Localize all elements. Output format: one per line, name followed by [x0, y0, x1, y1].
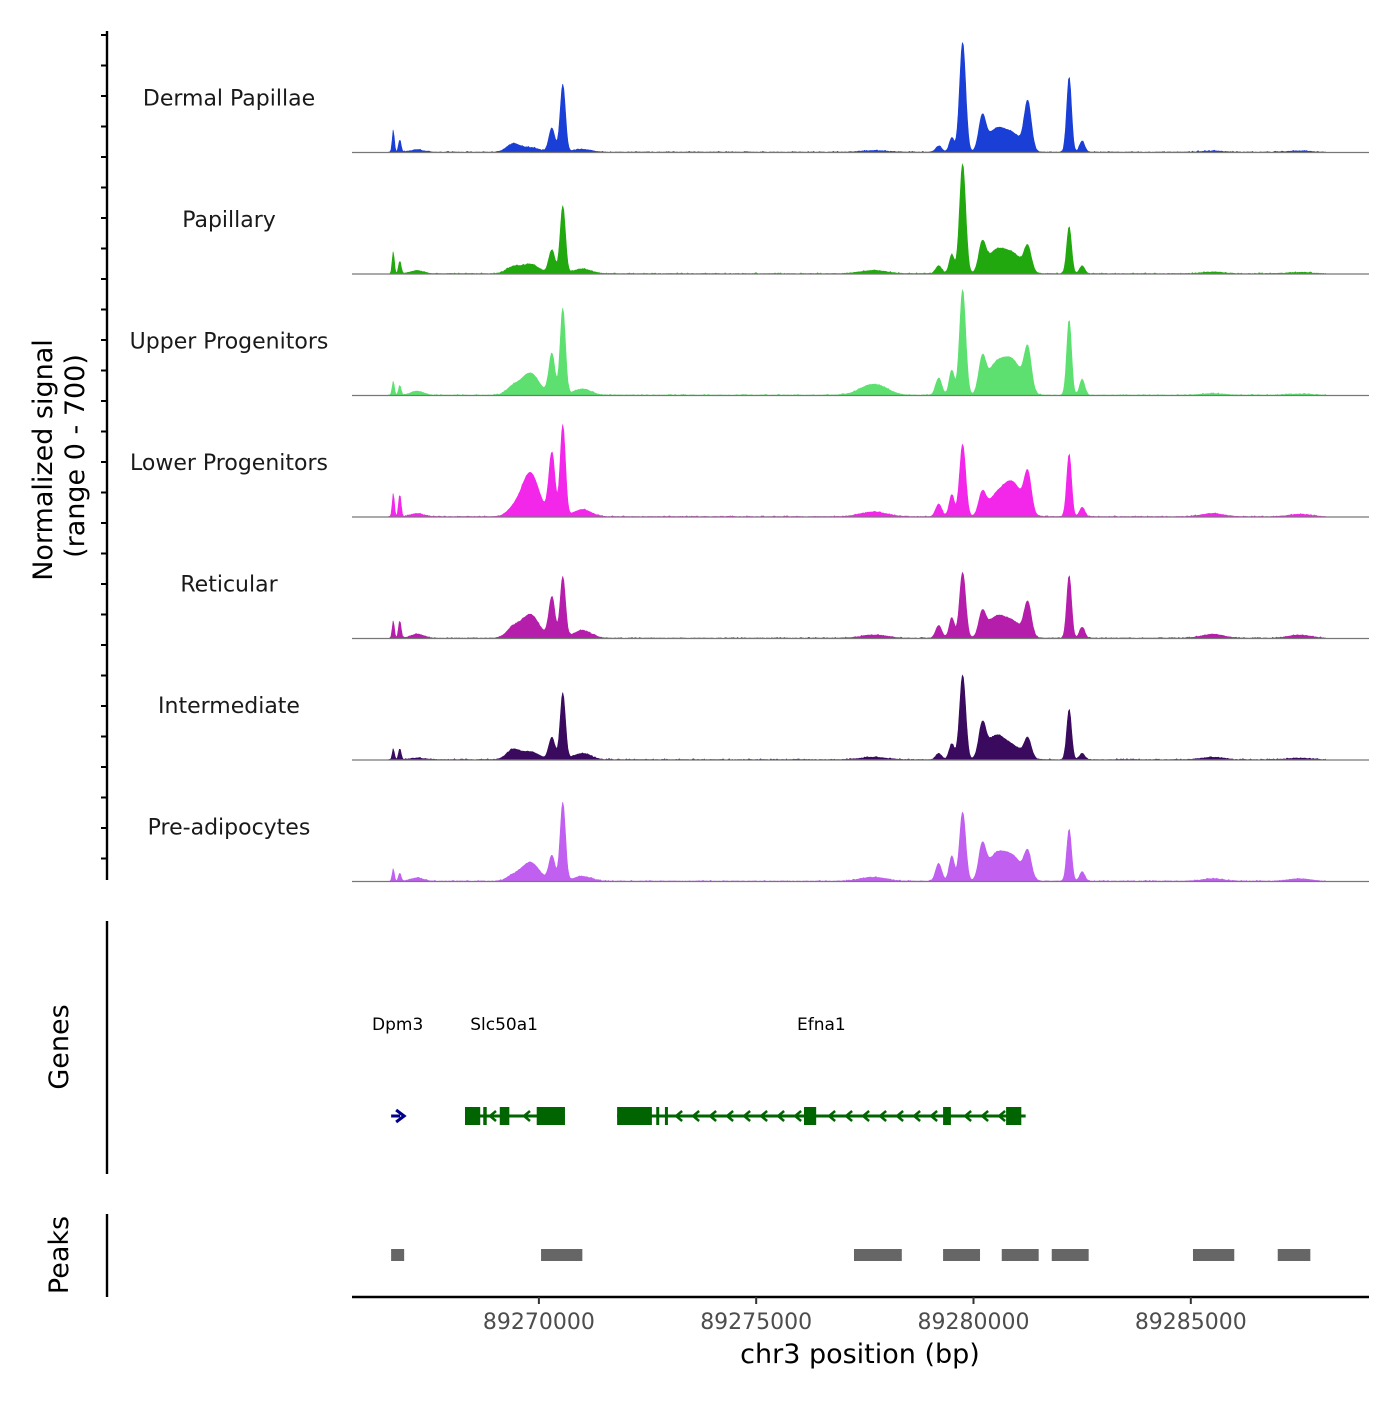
strand-arrow [997, 1110, 1006, 1122]
strand-arrow [895, 1110, 904, 1122]
track-intermediate: Intermediate [158, 674, 1369, 761]
gene-label: Dpm3 [372, 1015, 423, 1035]
strand-arrow [488, 1110, 497, 1122]
coverage-area-papillary [388, 163, 1326, 275]
track-lower-progenitors: Lower Progenitors [130, 424, 1369, 518]
gene-exon [536, 1107, 565, 1125]
strand-arrow [708, 1110, 717, 1122]
strand-arrow [725, 1110, 734, 1122]
strand-arrow [691, 1110, 700, 1122]
strand-arrow [963, 1110, 972, 1122]
peak-region [943, 1249, 981, 1261]
strand-arrow [742, 1110, 751, 1122]
gene-exon [804, 1107, 817, 1125]
peaks-axis-title: Peaks [44, 1216, 75, 1294]
coverage-area-pre-adipocytes [388, 802, 1326, 882]
coverage-tracks: Dermal Papillae Papillary Upper Progenitor… [130, 42, 1369, 883]
gene-track: Dpm3 Slc50a1 Efna1 [372, 1015, 1026, 1125]
gene-exon [664, 1107, 668, 1125]
strand-arrow [674, 1110, 683, 1122]
gene-exon [465, 1107, 481, 1125]
strand-arrow [878, 1110, 887, 1122]
track-label: Intermediate [158, 694, 300, 719]
gene-exon [943, 1107, 951, 1125]
x-axis-ticks: 89270000 89275000 89280000 89285000 [483, 1297, 1247, 1335]
track-papillary: Papillary [182, 163, 1369, 275]
x-tick-label: 89285000 [1135, 1310, 1247, 1335]
x-tick-label: 89270000 [483, 1310, 595, 1335]
strand-arrow [793, 1110, 802, 1122]
gene-exon [483, 1107, 487, 1125]
track-label: Lower Progenitors [130, 451, 328, 476]
strand-arrow [395, 1108, 407, 1124]
strand-arrow [912, 1110, 921, 1122]
strand-arrow [980, 1110, 989, 1122]
coverage-area-upper-progenitors [388, 289, 1326, 396]
strand-arrow [776, 1110, 785, 1122]
coverage-area-reticular [388, 571, 1326, 639]
coverage-area-intermediate [388, 674, 1326, 761]
gene-slc50a1: Slc50a1 [465, 1015, 565, 1125]
peak-region [1192, 1249, 1235, 1261]
gene-exon [499, 1107, 510, 1125]
track-label: Upper Progenitors [130, 330, 329, 355]
x-axis-title: chr3 position (bp) [740, 1339, 980, 1370]
track-label: Reticular [180, 573, 278, 598]
track-label: Pre-adipocytes [148, 816, 311, 841]
genes-axis-title: Genes [44, 1004, 75, 1089]
strand-arrow [827, 1110, 836, 1122]
gene-exon [617, 1107, 652, 1125]
track-label: Dermal Papillae [143, 87, 315, 112]
gene-efna1: Efna1 [617, 1015, 1026, 1125]
strand-arrow [759, 1110, 768, 1122]
peak-region [391, 1249, 405, 1261]
coverage-area-dermal-papillae [388, 42, 1326, 153]
strand-arrow [844, 1110, 853, 1122]
peak-region [541, 1249, 583, 1261]
track-dermal-papillae: Dermal Papillae [143, 42, 1369, 154]
strand-arrow [522, 1110, 531, 1122]
x-tick-label: 89280000 [918, 1310, 1030, 1335]
peak-region [1277, 1249, 1311, 1261]
strand-arrow [861, 1110, 870, 1122]
y-axis-title: Normalized signal [28, 339, 59, 581]
gene-label: Slc50a1 [470, 1015, 538, 1035]
signal-y-axis-ticks [101, 34, 107, 860]
peak-region [1001, 1249, 1039, 1261]
peak-region [1051, 1249, 1089, 1261]
strand-arrow [929, 1110, 938, 1122]
track-reticular: Reticular [180, 571, 1369, 640]
track-upper-progenitors: Upper Progenitors [130, 289, 1369, 397]
track-label: Papillary [182, 208, 276, 233]
track-pre-adipocytes: Pre-adipocytes [148, 802, 1369, 883]
gene-exon [656, 1107, 660, 1125]
gene-exon [1006, 1107, 1022, 1125]
x-tick-label: 89275000 [700, 1310, 812, 1335]
peak-region [853, 1249, 902, 1261]
peak-track [391, 1249, 1311, 1261]
gene-dpm3: Dpm3 [372, 1015, 423, 1124]
y-axis-range-label: (range 0 - 700) [60, 354, 91, 558]
gene-label: Efna1 [797, 1015, 846, 1035]
coverage-area-lower-progenitors [388, 424, 1326, 518]
